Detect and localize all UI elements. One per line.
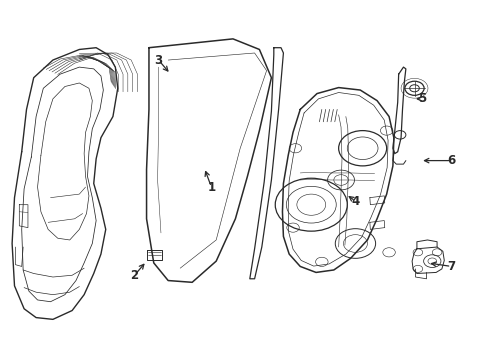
- Text: 5: 5: [418, 93, 427, 105]
- Text: 6: 6: [447, 154, 456, 167]
- Text: 1: 1: [207, 181, 216, 194]
- Text: 3: 3: [154, 54, 163, 67]
- Text: 7: 7: [447, 260, 456, 273]
- Text: 4: 4: [351, 195, 360, 208]
- Text: 2: 2: [130, 269, 139, 282]
